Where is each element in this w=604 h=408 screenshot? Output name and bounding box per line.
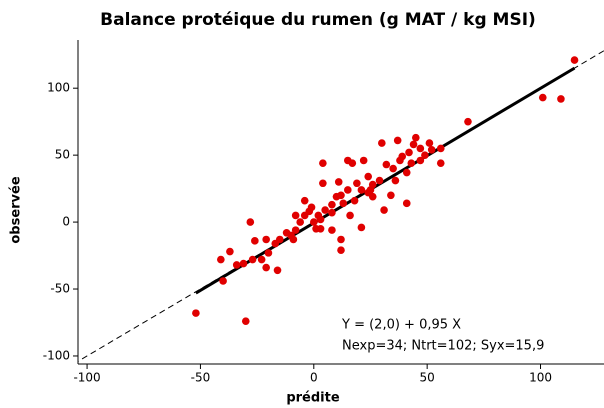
point (291, 211, 300, 220)
point (380, 206, 388, 214)
point (557, 95, 565, 103)
point (416, 156, 425, 165)
y-tick-label: -50 (50, 282, 70, 296)
x-axis-label: prédite (286, 391, 340, 406)
point (425, 139, 434, 147)
point (319, 179, 327, 188)
point (217, 255, 225, 264)
point (339, 199, 348, 208)
point (241, 317, 250, 325)
point (357, 223, 366, 232)
point (282, 228, 291, 237)
point (328, 226, 336, 234)
chart-title: Balance protéique du rumen (g MAT / kg M… (100, 10, 536, 30)
point (382, 160, 391, 169)
fit-line (195, 66, 576, 295)
point (192, 309, 200, 317)
point (346, 211, 354, 220)
point (391, 176, 400, 185)
point (219, 277, 227, 285)
point (427, 145, 436, 154)
point (348, 159, 357, 167)
annotation: Y = (2,0) + 0,95 X (341, 318, 461, 333)
point (291, 226, 300, 234)
point (248, 255, 257, 264)
point (246, 218, 255, 226)
point (364, 172, 373, 181)
point (464, 117, 472, 126)
x-tick-label: -50 (191, 371, 211, 385)
point (334, 178, 343, 186)
y-tick-label: 100 (47, 81, 70, 95)
point (353, 179, 361, 188)
y-tick-label: 50 (55, 148, 70, 162)
point (251, 237, 259, 245)
point (436, 159, 445, 167)
point (405, 148, 413, 157)
point (538, 93, 547, 102)
x-tick-label: -100 (73, 371, 100, 385)
point (271, 239, 280, 248)
point (316, 215, 325, 224)
point (416, 144, 425, 153)
y-tick-label: -100 (43, 348, 70, 362)
point (264, 249, 273, 257)
point (412, 133, 420, 142)
point (337, 246, 345, 254)
point (262, 263, 270, 272)
point (421, 151, 429, 159)
point (289, 235, 298, 244)
point (402, 168, 411, 177)
point (296, 218, 304, 226)
point (273, 266, 282, 275)
point (226, 247, 234, 256)
x-tick-label: 100 (529, 371, 552, 385)
point (350, 196, 359, 205)
x-tick-label: 0 (310, 371, 318, 385)
point (387, 191, 395, 200)
point (257, 255, 266, 264)
point (328, 200, 336, 209)
point (344, 186, 352, 194)
point (402, 199, 411, 208)
annotation: Nexp=34; Ntrt=102; Syx=15,9 (342, 339, 544, 354)
point (262, 235, 270, 244)
point (300, 196, 309, 205)
y-axis-label: observée (9, 176, 24, 243)
x-tick-label: 50 (420, 371, 435, 385)
point (305, 207, 314, 216)
point (570, 56, 579, 64)
point (321, 206, 329, 214)
point (337, 235, 345, 244)
point (328, 208, 336, 217)
point (436, 144, 445, 153)
y-tick-label: 0 (62, 215, 70, 229)
point (232, 261, 241, 269)
point (366, 186, 375, 194)
point (389, 164, 397, 173)
point (239, 259, 248, 268)
identity-line (78, 50, 604, 362)
point (407, 159, 416, 167)
point (378, 139, 386, 147)
point (393, 136, 402, 145)
point (357, 186, 366, 194)
point (359, 156, 368, 165)
point (319, 159, 327, 167)
point (316, 224, 325, 233)
point (375, 176, 384, 185)
point (309, 218, 318, 226)
point (332, 192, 341, 201)
point (396, 156, 404, 165)
point (409, 140, 418, 149)
